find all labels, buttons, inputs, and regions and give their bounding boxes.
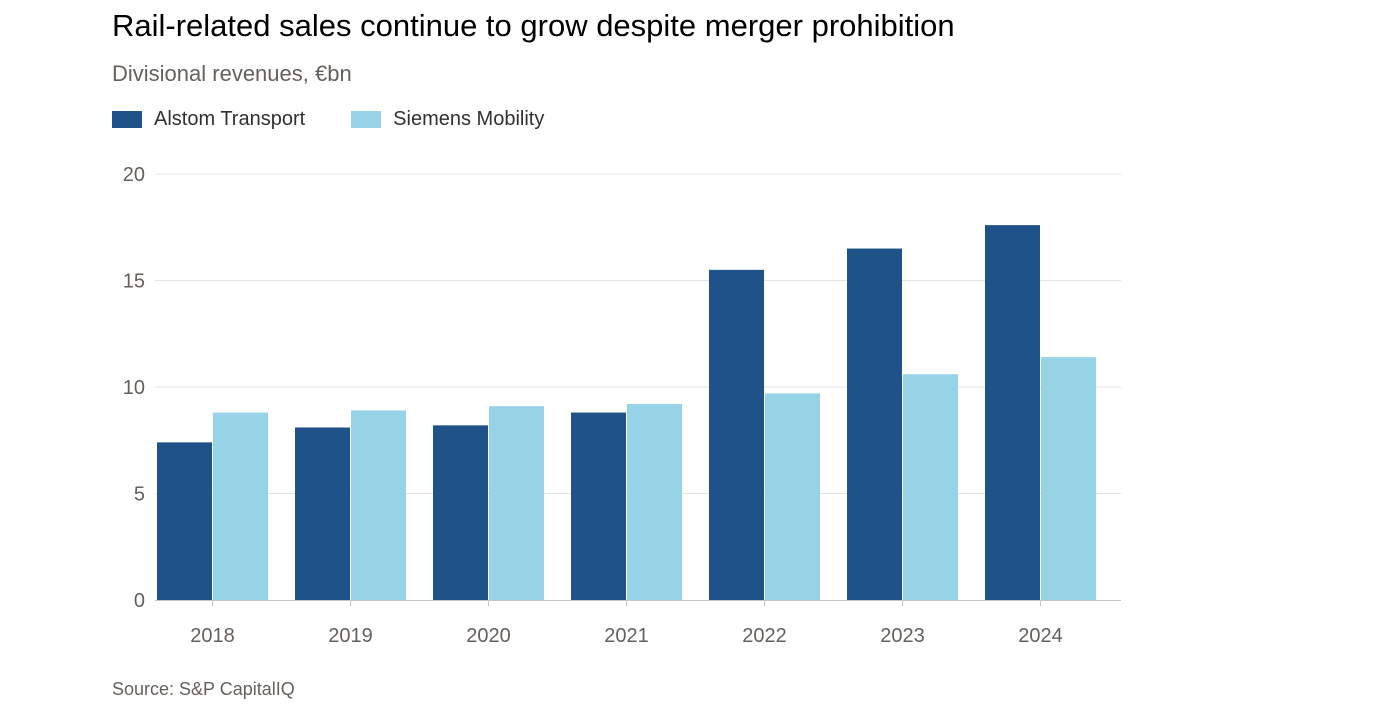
chart-title: Rail-related sales continue to grow desp…: [112, 8, 955, 43]
legend-swatch-alstom: [112, 111, 142, 128]
x-tick-label-2020: 2020: [466, 625, 511, 647]
bar-siemens-2024: [1041, 357, 1096, 600]
bar-alstom-2023: [847, 248, 902, 601]
y-tick-label-15: 15: [123, 271, 145, 293]
y-tick-label-5: 5: [134, 484, 145, 506]
bar-alstom-2019: [295, 427, 350, 600]
bar-siemens-2022: [765, 393, 820, 600]
bar-siemens-2023: [903, 374, 958, 600]
x-tick-label-2021: 2021: [604, 625, 649, 647]
legend-swatch-siemens: [351, 111, 382, 128]
bar-siemens-2021: [627, 404, 682, 600]
bar-alstom-2020: [433, 425, 488, 600]
bar-siemens-2020: [489, 406, 544, 600]
legend-label-siemens: Siemens Mobility: [393, 108, 545, 130]
bar-siemens-2018: [213, 412, 268, 600]
y-tick-label-10: 10: [123, 377, 145, 399]
x-tick-label-2023: 2023: [880, 625, 925, 647]
x-tick-label-2019: 2019: [328, 625, 373, 647]
legend-label-alstom: Alstom Transport: [154, 108, 306, 130]
x-tick-label-2018: 2018: [190, 625, 235, 647]
bar-alstom-2024: [985, 225, 1040, 600]
y-tick-label-20: 20: [123, 164, 145, 186]
legend-item-siemens: Siemens Mobility: [351, 108, 544, 131]
legend: Alstom Transport Siemens Mobility: [112, 108, 590, 131]
y-tick-label-0: 0: [134, 590, 145, 612]
x-tick-label-2024: 2024: [1018, 625, 1063, 647]
bar-alstom-2018: [157, 442, 212, 600]
source-note: Source: S&P CapitalIQ: [112, 679, 295, 699]
bar-alstom-2021: [571, 412, 626, 600]
bar-siemens-2019: [351, 410, 406, 600]
chart-subtitle: Divisional revenues, €bn: [112, 61, 352, 86]
legend-item-alstom: Alstom Transport: [112, 108, 305, 131]
bar-alstom-2022: [709, 269, 764, 600]
x-tick-label-2022: 2022: [742, 625, 787, 647]
